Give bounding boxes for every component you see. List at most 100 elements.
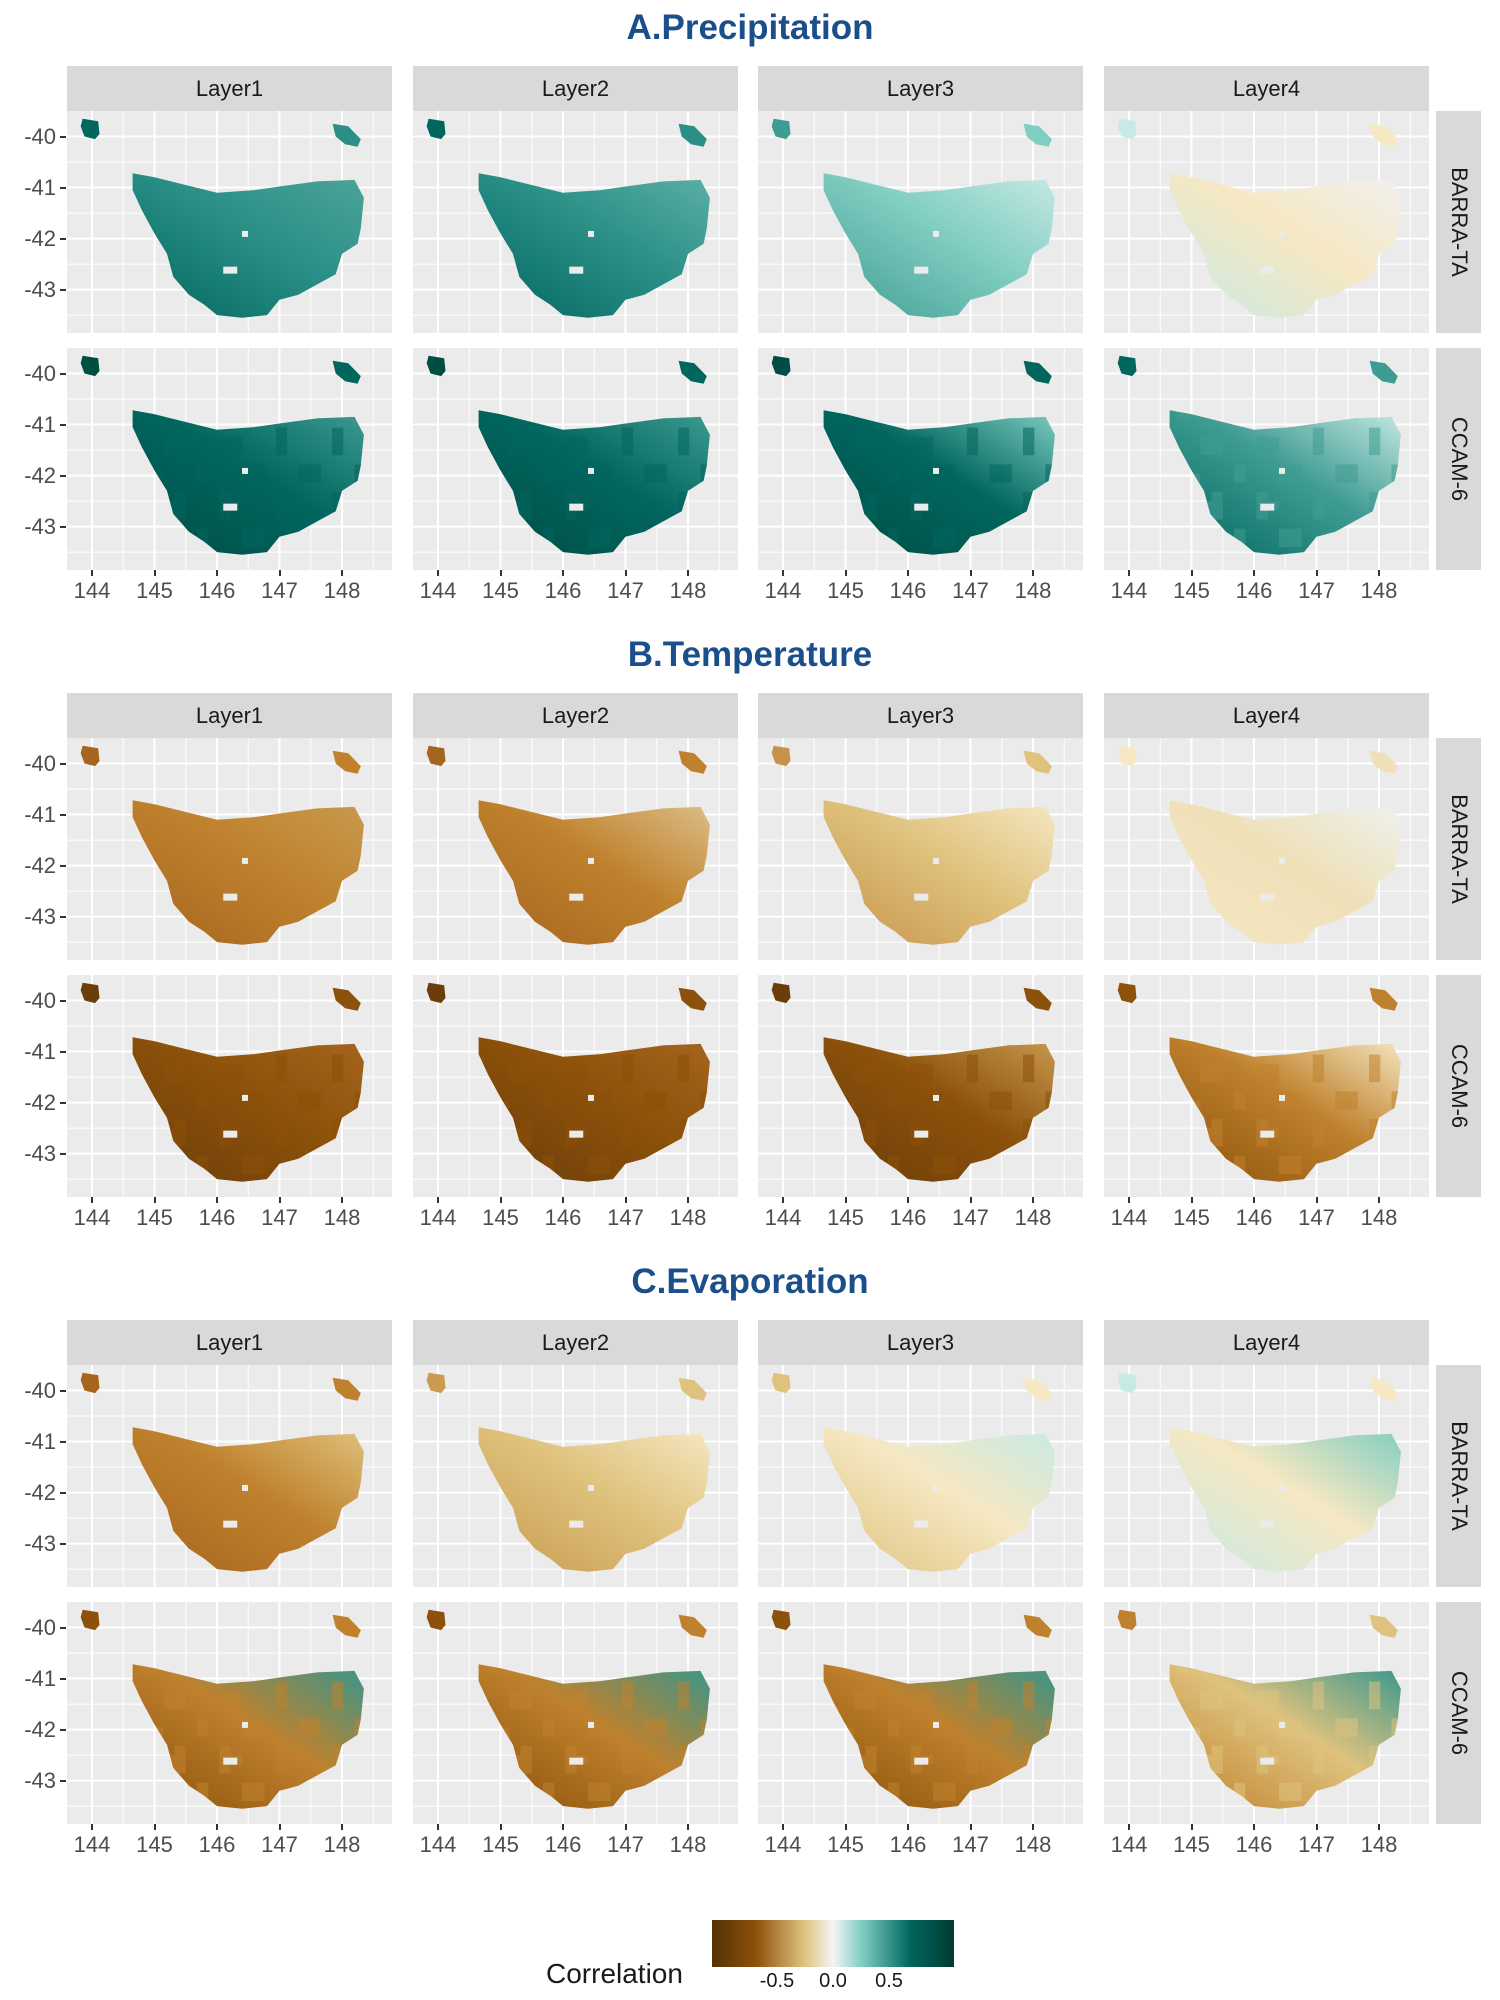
x-tick-label: 148: [1014, 1832, 1052, 1857]
x-tick-label: 145: [136, 1205, 173, 1230]
map-panel-brown-barra-ta-layer4: [1104, 738, 1429, 960]
x-tick-mark: [499, 1824, 502, 1830]
y-tick-mark: [60, 1389, 66, 1392]
x-tick-label: 144: [419, 578, 457, 603]
x-tick-label: 147: [952, 578, 989, 603]
x-tick-mark: [907, 1197, 909, 1203]
x-tick-label: 147: [1298, 1832, 1335, 1857]
row-strip-barra-ta: BARRA-TA: [1436, 111, 1481, 333]
map-panel-mixed-ccam-6-layer4: [1104, 1602, 1429, 1824]
section-title-precipitation: A.Precipitation: [626, 8, 874, 47]
legend-colorbar: [712, 1920, 954, 1967]
x-tick-mark: [91, 570, 93, 576]
legend-tick-pos: 0.5: [875, 1970, 903, 1992]
y-tick-label: -43: [24, 1767, 56, 1793]
x-tick-mark: [278, 1197, 281, 1203]
x-tick-label: 146: [544, 1205, 582, 1230]
map-panel-mixed-barra-ta-layer3: [758, 1365, 1083, 1587]
column-strip-layer3: Layer3: [758, 693, 1083, 738]
y-tick-mark: [60, 288, 66, 291]
x-tick-label: 148: [323, 578, 361, 603]
x-tick-mark: [499, 1197, 502, 1203]
y-tick-mark: [60, 1728, 66, 1731]
x-tick-mark: [1378, 1824, 1380, 1830]
x-tick-label: 145: [1173, 1205, 1210, 1230]
column-strip-layer1: Layer1: [67, 66, 392, 111]
map-panel-brown-barra-ta-layer1: [67, 738, 392, 960]
y-tick-mark: [60, 186, 66, 189]
y-tick-mark: [60, 423, 66, 426]
section-title-temperature: B.Temperature: [627, 635, 873, 674]
y-tick-label: -42: [24, 462, 56, 488]
y-tick-mark: [60, 1626, 66, 1629]
x-tick-mark: [1128, 570, 1130, 576]
y-tick-label: -40: [24, 360, 56, 386]
x-tick-mark: [1378, 1197, 1380, 1203]
column-strip-layer2: Layer2: [413, 1320, 738, 1365]
x-tick-label: 146: [198, 1832, 236, 1857]
y-tick-label: -42: [24, 852, 56, 878]
map-panel-mixed-barra-ta-layer1: [67, 1365, 392, 1587]
x-tick-label: 144: [73, 1205, 111, 1230]
y-tick-mark: [60, 1677, 66, 1680]
x-tick-mark: [844, 570, 847, 576]
y-tick-mark: [60, 813, 66, 816]
column-strip-layer2: Layer2: [413, 693, 738, 738]
y-tick-label: -43: [24, 1140, 56, 1166]
x-tick-label: 146: [1235, 1205, 1273, 1230]
row-strip-barra-ta: BARRA-TA: [1436, 1365, 1481, 1587]
x-tick-label: 147: [261, 1832, 298, 1857]
map-panel-brown-ccam-6-layer3: [758, 975, 1083, 1197]
x-tick-mark: [153, 570, 156, 576]
column-strip-layer4: Layer4: [1104, 66, 1429, 111]
x-tick-label: 147: [607, 578, 644, 603]
x-tick-label: 146: [889, 578, 927, 603]
section-title-evaporation: C.Evaporation: [631, 1262, 869, 1301]
x-tick-mark: [782, 1197, 784, 1203]
x-tick-label: 144: [73, 1832, 111, 1857]
x-tick-label: 145: [482, 1205, 519, 1230]
map-panel-teal-ccam-6-layer2: [413, 348, 738, 570]
x-tick-mark: [687, 570, 689, 576]
x-tick-label: 148: [323, 1832, 361, 1857]
x-tick-mark: [1315, 1197, 1318, 1203]
x-tick-mark: [1190, 570, 1193, 576]
y-tick-mark: [60, 999, 66, 1002]
x-tick-mark: [1128, 1197, 1130, 1203]
x-tick-mark: [91, 1197, 93, 1203]
x-tick-mark: [624, 1197, 627, 1203]
map-panel-brown-ccam-6-layer2: [413, 975, 738, 1197]
x-tick-mark: [216, 570, 218, 576]
x-tick-mark: [1315, 570, 1318, 576]
x-tick-mark: [91, 1824, 93, 1830]
row-strip-ccam-6: CCAM-6: [1436, 975, 1481, 1197]
y-tick-mark: [60, 1542, 66, 1545]
x-tick-label: 148: [1014, 1205, 1052, 1230]
map-panel-mixed-ccam-6-layer1: [67, 1602, 392, 1824]
y-tick-label: -41: [24, 411, 56, 437]
x-tick-label: 145: [136, 578, 173, 603]
x-tick-mark: [782, 1824, 784, 1830]
map-panel-teal-barra-ta-layer2: [413, 111, 738, 333]
y-tick-label: -42: [24, 1479, 56, 1505]
x-tick-label: 145: [1173, 578, 1210, 603]
x-tick-mark: [437, 1824, 439, 1830]
x-tick-label: 146: [889, 1205, 927, 1230]
y-tick-label: -40: [24, 123, 56, 149]
y-tick-mark: [60, 1491, 66, 1494]
x-tick-mark: [1032, 570, 1034, 576]
x-tick-label: 144: [1110, 1205, 1148, 1230]
x-tick-label: 147: [1298, 1205, 1335, 1230]
x-tick-mark: [153, 1197, 156, 1203]
x-tick-label: 144: [1110, 1832, 1148, 1857]
x-tick-mark: [341, 1824, 343, 1830]
x-tick-label: 146: [544, 578, 582, 603]
x-tick-mark: [1032, 1197, 1034, 1203]
x-tick-mark: [341, 570, 343, 576]
y-tick-mark: [60, 1050, 66, 1053]
x-tick-mark: [437, 1197, 439, 1203]
x-tick-mark: [1253, 570, 1255, 576]
x-tick-mark: [1253, 1824, 1255, 1830]
x-tick-label: 144: [1110, 578, 1148, 603]
x-tick-mark: [278, 1824, 281, 1830]
